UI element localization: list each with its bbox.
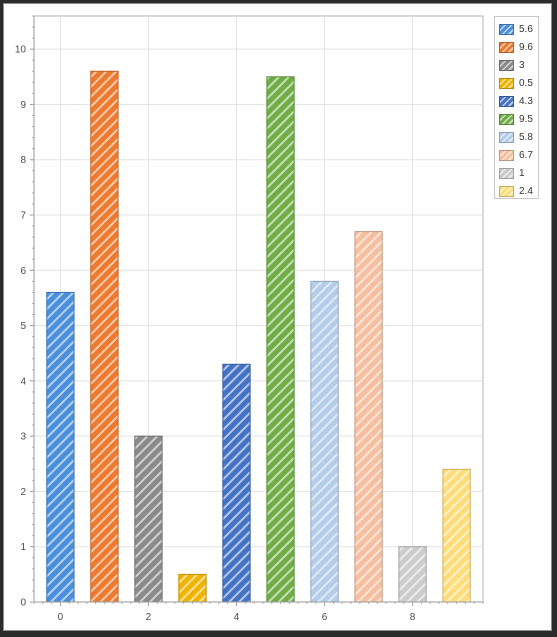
bar-9.6 bbox=[90, 70, 119, 603]
legend-swatch bbox=[499, 95, 514, 107]
bar-6.7 bbox=[354, 231, 383, 603]
x-tick-label: 6 bbox=[322, 612, 328, 623]
legend-item: 4.3 bbox=[499, 92, 538, 110]
bar-5.8 bbox=[310, 280, 339, 603]
legend-item: 2.4 bbox=[499, 182, 538, 200]
y-tick-label: 6 bbox=[20, 266, 26, 277]
legend-swatch bbox=[499, 167, 514, 179]
legend-label: 3 bbox=[519, 59, 525, 71]
y-tick-label: 10 bbox=[15, 45, 27, 56]
y-tick-label: 3 bbox=[20, 432, 26, 443]
legend-swatch bbox=[499, 113, 514, 125]
legend-swatch bbox=[499, 185, 514, 197]
legend-label: 0.5 bbox=[519, 77, 533, 89]
legend-item: 0.5 bbox=[499, 74, 538, 92]
legend-item: 1 bbox=[499, 164, 538, 182]
legend-label: 4.3 bbox=[519, 95, 533, 107]
legend-item: 5.8 bbox=[499, 128, 538, 146]
y-tick-label: 1 bbox=[20, 542, 26, 553]
legend-label: 6.7 bbox=[519, 149, 533, 161]
legend-label: 5.6 bbox=[519, 23, 533, 35]
legend-swatch bbox=[499, 59, 514, 71]
legend-label: 2.4 bbox=[519, 185, 533, 197]
bar-5.6 bbox=[46, 291, 75, 603]
y-tick-label: 0 bbox=[20, 598, 26, 609]
legend-label: 1 bbox=[519, 167, 525, 179]
legend-swatch bbox=[499, 149, 514, 161]
bar-0.5 bbox=[178, 573, 207, 603]
legend-swatch bbox=[499, 41, 514, 53]
bar-9.5 bbox=[266, 76, 295, 603]
legend: 5.6 9.6 3 0.5 4.3 9.5 5.8 6.7 1 2.4 bbox=[494, 16, 539, 199]
x-tick-label: 0 bbox=[58, 612, 64, 623]
chart-window: 0 1 2 3 4 5 6 7 8 9 10 0 2 4 6 8 5.6 9.6 3 0.5 4.3 9.5 5.8 6.7… bbox=[3, 3, 552, 631]
bar-4.3 bbox=[222, 363, 251, 603]
legend-item: 9.5 bbox=[499, 110, 538, 128]
legend-label: 9.5 bbox=[519, 113, 533, 125]
y-tick-label: 8 bbox=[20, 155, 26, 166]
y-tick-label: 9 bbox=[20, 100, 26, 111]
legend-label: 9.6 bbox=[519, 41, 533, 53]
y-tick-label: 4 bbox=[20, 376, 26, 387]
bars bbox=[46, 70, 471, 603]
x-tick-label: 4 bbox=[234, 612, 240, 623]
legend-label: 5.8 bbox=[519, 131, 533, 143]
legend-item: 3 bbox=[499, 56, 538, 74]
bar-3 bbox=[134, 435, 163, 603]
legend-item: 6.7 bbox=[499, 146, 538, 164]
y-tick-label: 7 bbox=[20, 211, 26, 222]
bar-chart: 0 1 2 3 4 5 6 7 8 9 10 0 2 4 6 8 bbox=[15, 15, 484, 623]
y-tick-label: 5 bbox=[20, 321, 26, 332]
bar-2.4 bbox=[442, 468, 471, 603]
axes: 0 1 2 3 4 5 6 7 8 9 10 0 2 4 6 8 bbox=[15, 15, 484, 623]
bar-1 bbox=[398, 546, 427, 603]
legend-item: 9.6 bbox=[499, 38, 538, 56]
x-tick-label: 8 bbox=[410, 612, 416, 623]
x-tick-label: 2 bbox=[146, 612, 152, 623]
legend-item: 5.6 bbox=[499, 20, 538, 38]
legend-swatch bbox=[499, 77, 514, 89]
legend-swatch bbox=[499, 131, 514, 143]
legend-swatch bbox=[499, 23, 514, 35]
y-tick-label: 2 bbox=[20, 487, 26, 498]
